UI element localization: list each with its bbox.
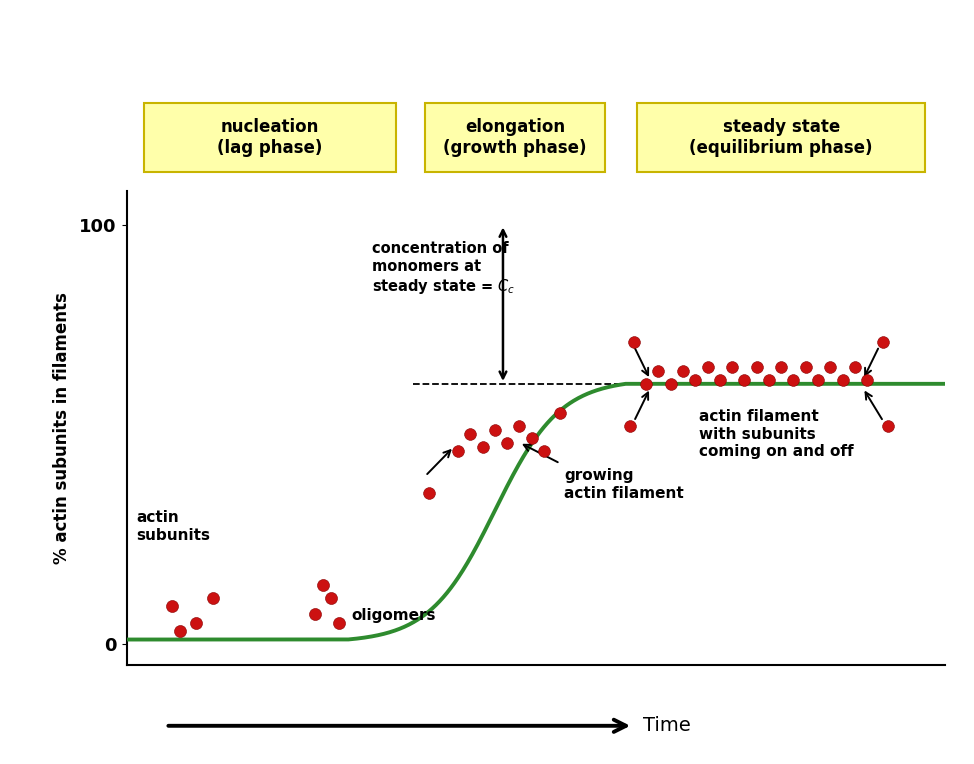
Point [474,441,490,453]
Point [736,374,752,386]
Point [638,377,654,390]
Point [463,428,478,440]
Point [880,419,895,432]
Point [524,432,540,445]
Point [651,365,666,377]
Point [622,419,638,432]
Text: actin
subunits: actin subunits [136,510,210,542]
Point [822,361,838,373]
Text: elongation
(growth phase): elongation (growth phase) [443,118,587,157]
Point [626,336,642,348]
Point [487,424,503,436]
Point [699,361,715,373]
Point [316,579,331,591]
Point [164,600,179,612]
Point [422,487,437,499]
Point [688,374,703,386]
Text: nucleation
(lag phase): nucleation (lag phase) [217,118,322,157]
Point [773,361,789,373]
Point [859,374,875,386]
Point [675,365,691,377]
Point [798,361,813,373]
Point [331,617,347,629]
Point [552,407,568,419]
Point [511,419,527,432]
Point [847,361,863,373]
Point [761,374,776,386]
Point [786,374,802,386]
Point [663,377,679,390]
Point [188,617,204,629]
Point [749,361,765,373]
Point [172,625,188,637]
Point [725,361,740,373]
Point [810,374,826,386]
Text: concentration of
monomers at
steady state = $C_c$: concentration of monomers at steady stat… [372,241,515,296]
Point [536,445,551,457]
Point [205,591,220,604]
Y-axis label: % actin subunits in filaments: % actin subunits in filaments [53,292,71,564]
Point [323,591,339,604]
Text: actin filament
with subunits
coming on and off: actin filament with subunits coming on a… [699,410,854,459]
Text: oligomers: oligomers [352,607,436,623]
Point [835,374,850,386]
Text: steady state
(equilibrium phase): steady state (equilibrium phase) [690,118,873,157]
Point [450,445,466,457]
Text: Time: Time [643,717,691,735]
Point [307,608,322,620]
Point [876,336,891,348]
Point [500,436,515,448]
Point [712,374,728,386]
Text: growing
actin filament: growing actin filament [564,468,684,500]
